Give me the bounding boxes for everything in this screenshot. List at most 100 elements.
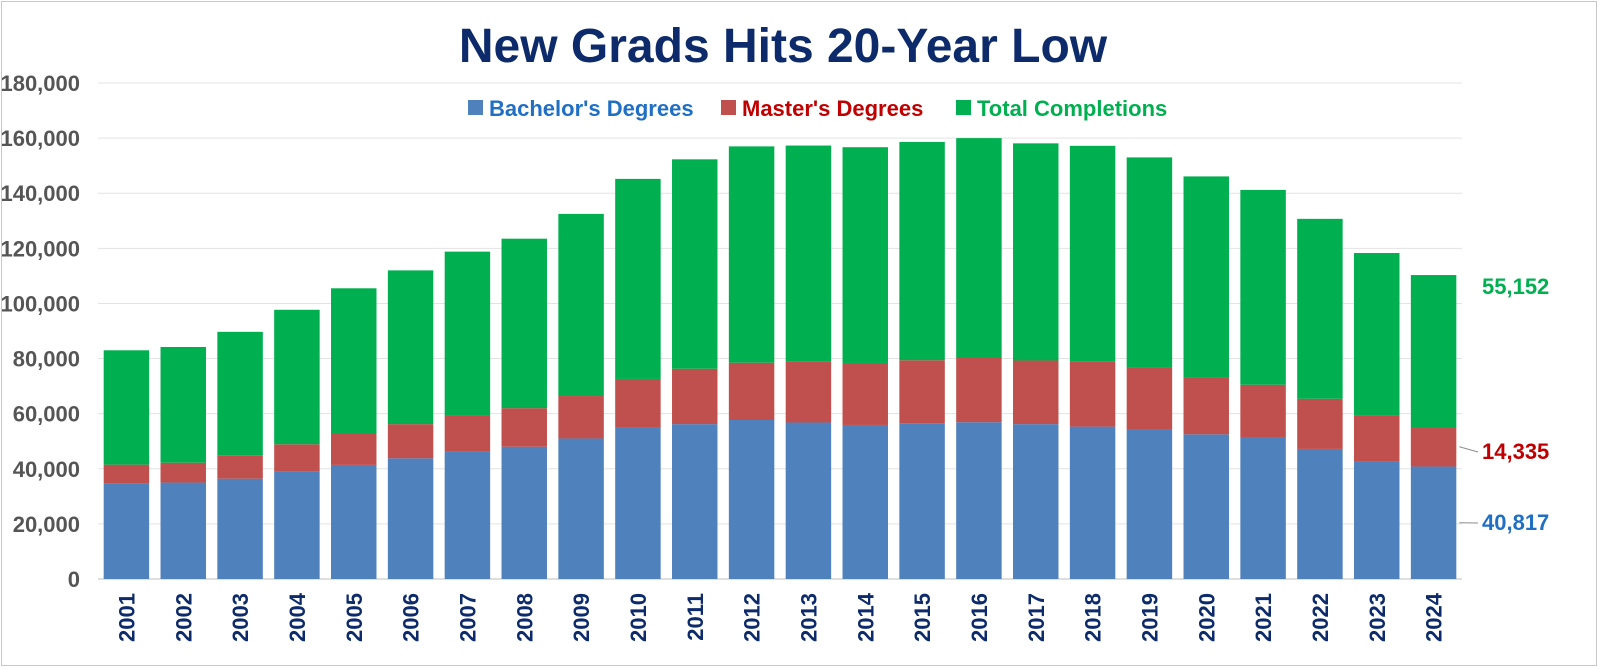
bar-master-s-degrees-2021 xyxy=(1240,384,1286,438)
legend-label-bachelor-s-degrees: Bachelor's Degrees xyxy=(489,96,694,121)
bar-total-completions-2008 xyxy=(501,238,547,409)
bar-bachelor-s-degrees-2010 xyxy=(615,427,661,579)
bar-master-s-degrees-2005 xyxy=(331,433,377,465)
bar-bachelor-s-degrees-2002 xyxy=(160,482,206,579)
bar-bachelor-s-degrees-2012 xyxy=(728,420,775,579)
legend-swatch-master-s-degrees xyxy=(721,100,736,115)
bar-bachelor-s-degrees-2020 xyxy=(1183,434,1229,579)
bar-total-completions-2022 xyxy=(1297,218,1343,399)
y-tick-label: 60,000 xyxy=(13,402,80,427)
x-tick-label: 2015 xyxy=(910,593,935,642)
bar-master-s-degrees-2007 xyxy=(444,415,491,452)
y-tick-label: 80,000 xyxy=(13,347,80,372)
end-value-labels: 55,152 14,335 40,817 xyxy=(1459,274,1549,535)
end-label-bachelor-s-degrees: 40,817 xyxy=(1482,510,1549,535)
bar-master-s-degrees-2018 xyxy=(1069,361,1116,427)
x-tick-label: 2020 xyxy=(1194,593,1219,642)
y-tick-label: 180,000 xyxy=(2,71,80,96)
x-tick-label: 2024 xyxy=(1422,592,1447,642)
x-tick-label: 2016 xyxy=(967,593,992,642)
bar-total-completions-2024 xyxy=(1410,275,1457,428)
bar-total-completions-2009 xyxy=(558,213,604,397)
bar-total-completions-2006 xyxy=(387,270,434,425)
legend-label-master-s-degrees: Master's Degrees xyxy=(742,96,923,121)
x-axis-tick-labels: 2001 2002 2003 2004 2005 2006 2007 2008 2009 2010… xyxy=(114,592,1446,642)
bar-total-completions-2017 xyxy=(1013,143,1059,361)
bar-master-s-degrees-2024 xyxy=(1410,427,1457,467)
y-tick-label: 140,000 xyxy=(2,181,80,206)
x-tick-label: 2023 xyxy=(1365,593,1390,642)
bar-bachelor-s-degrees-2001 xyxy=(103,483,150,579)
y-tick-label: 0 xyxy=(68,567,80,592)
bar-total-completions-2010 xyxy=(615,178,661,379)
bar-total-completions-2002 xyxy=(160,346,206,463)
x-tick-label: 2007 xyxy=(455,593,480,642)
bar-bachelor-s-degrees-2024 xyxy=(1410,466,1457,579)
x-tick-label: 2012 xyxy=(740,593,765,642)
x-tick-label: 2004 xyxy=(285,592,310,642)
x-tick-label: 2008 xyxy=(512,593,537,642)
bar-master-s-degrees-2019 xyxy=(1126,367,1173,430)
bar-bachelor-s-degrees-2011 xyxy=(672,424,718,579)
bar-bachelor-s-degrees-2015 xyxy=(899,423,945,579)
x-tick-label: 2006 xyxy=(399,593,424,642)
x-tick-label: 2011 xyxy=(683,593,708,641)
end-label-total-completions: 55,152 xyxy=(1482,274,1549,299)
chart-title: New Grads Hits 20-Year Low xyxy=(459,20,1108,73)
x-tick-label: 2018 xyxy=(1081,593,1106,642)
bar-bachelor-s-degrees-2023 xyxy=(1354,461,1400,579)
bar-total-completions-2005 xyxy=(331,288,377,434)
bar-master-s-degrees-2006 xyxy=(387,424,434,459)
leader-line-master-s-degrees xyxy=(1459,446,1479,453)
y-tick-label: 40,000 xyxy=(13,457,80,482)
bar-bachelor-s-degrees-2019 xyxy=(1126,429,1173,579)
bar-master-s-degrees-2012 xyxy=(728,362,775,421)
bar-master-s-degrees-2022 xyxy=(1297,398,1343,449)
bar-total-completions-2016 xyxy=(956,138,1002,359)
bar-bachelor-s-degrees-2017 xyxy=(1013,424,1059,579)
bar-total-completions-2020 xyxy=(1183,176,1229,378)
bar-bachelor-s-degrees-2018 xyxy=(1069,426,1116,579)
bar-total-completions-2003 xyxy=(217,331,263,456)
bar-total-completions-2014 xyxy=(842,147,888,363)
bar-master-s-degrees-2001 xyxy=(103,464,150,484)
x-tick-label: 2013 xyxy=(796,593,821,642)
bar-total-completions-2018 xyxy=(1069,145,1116,362)
legend-swatch-bachelor-s-degrees xyxy=(468,100,483,115)
x-tick-label: 2005 xyxy=(342,593,367,642)
bar-master-s-degrees-2020 xyxy=(1183,377,1229,435)
bar-total-completions-2007 xyxy=(444,251,491,416)
legend-swatch-total-completions xyxy=(956,100,971,115)
y-tick-label: 160,000 xyxy=(2,126,80,151)
x-tick-label: 2019 xyxy=(1137,593,1162,642)
bar-total-completions-2001 xyxy=(103,350,150,465)
bar-total-completions-2021 xyxy=(1240,189,1286,385)
bar-bachelor-s-degrees-2004 xyxy=(274,471,320,579)
y-axis-tick-labels: 0 20,000 40,000 60,000 80,000 100,000 120,000 1… xyxy=(2,71,80,592)
x-tick-label: 2017 xyxy=(1024,593,1049,642)
bar-bachelor-s-degrees-2013 xyxy=(785,422,832,579)
end-label-master-s-degrees: 14,335 xyxy=(1482,439,1549,464)
x-tick-label: 2002 xyxy=(171,593,196,642)
bar-bachelor-s-degrees-2005 xyxy=(331,464,377,579)
gridlines xyxy=(98,82,1462,580)
bar-master-s-degrees-2003 xyxy=(217,455,263,479)
bar-total-completions-2011 xyxy=(672,159,718,369)
bar-total-completions-2015 xyxy=(899,141,945,361)
bar-bachelor-s-degrees-2014 xyxy=(842,424,888,579)
bar-master-s-degrees-2013 xyxy=(785,361,832,423)
bars xyxy=(103,138,1457,579)
bar-total-completions-2004 xyxy=(274,309,320,445)
bar-master-s-degrees-2008 xyxy=(501,408,547,447)
bar-bachelor-s-degrees-2007 xyxy=(444,451,491,579)
bar-master-s-degrees-2002 xyxy=(160,462,206,483)
bar-master-s-degrees-2015 xyxy=(899,360,945,424)
bar-total-completions-2019 xyxy=(1126,157,1173,368)
x-tick-label: 2014 xyxy=(853,592,878,642)
x-tick-label: 2010 xyxy=(626,593,651,642)
legend-label-total-completions: Total Completions xyxy=(977,96,1167,121)
x-tick-label: 2009 xyxy=(569,593,594,642)
x-tick-label: 2021 xyxy=(1251,593,1276,642)
bar-bachelor-s-degrees-2009 xyxy=(558,438,604,579)
